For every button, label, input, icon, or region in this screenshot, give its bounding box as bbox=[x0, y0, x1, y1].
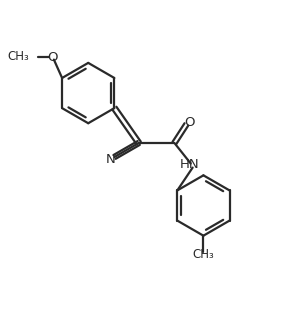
Text: CH₃: CH₃ bbox=[7, 50, 29, 63]
Text: HN: HN bbox=[179, 158, 199, 171]
Text: N: N bbox=[105, 153, 115, 166]
Text: O: O bbox=[47, 51, 58, 64]
Text: CH₃: CH₃ bbox=[192, 248, 214, 261]
Text: O: O bbox=[185, 116, 195, 129]
